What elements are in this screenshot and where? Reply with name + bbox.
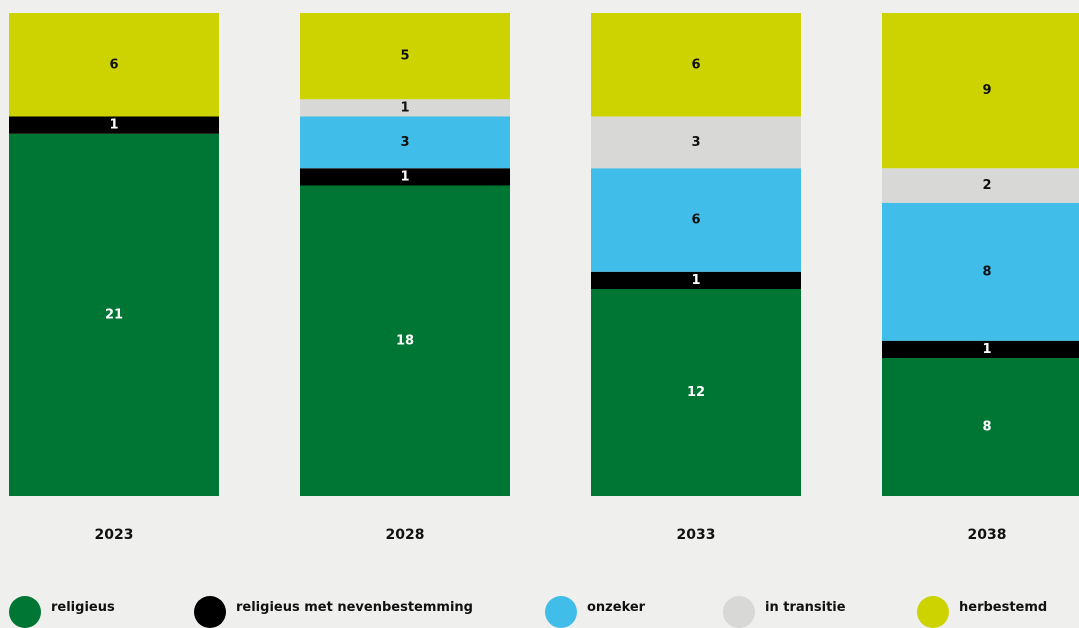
data-label-2033-onzeker: 6 (691, 213, 700, 228)
legend-swatch (723, 596, 755, 628)
legend-item-herbestemd: herbestemd (917, 593, 1048, 628)
bar-segment-2038-onzeker (882, 202, 1079, 341)
data-label-2028-herbestemd: 5 (400, 49, 409, 64)
data-label-2028-onzeker: 3 (400, 135, 409, 150)
bar-segment-2033-onzeker (591, 168, 801, 272)
data-label-2028-in-transitie: 1 (400, 100, 409, 115)
bar-segment-2038-herbestemd (882, 13, 1079, 169)
data-label-2038-onzeker: 8 (982, 264, 991, 279)
bar-segment-2033-religieus-met-nevenbestemming (591, 271, 801, 289)
data-label-2033-in-transitie: 3 (691, 135, 700, 150)
bar-segment-2038-religieus-met-nevenbestemming (882, 340, 1079, 358)
bar-segment-2033-religieus (591, 289, 801, 496)
legend-swatch (545, 596, 577, 628)
bar-segment-2023-religieus-met-nevenbestemming (9, 116, 219, 134)
bar-segment-2023-religieus (9, 133, 219, 496)
legend-swatch (9, 596, 41, 628)
legend-item-religieus: religieus (9, 593, 115, 628)
data-label-2038-religieus-met-nevenbestemming: 1 (982, 342, 991, 357)
bar-segment-2028-religieus-met-nevenbestemming (300, 168, 510, 186)
data-label-2038-herbestemd: 9 (982, 83, 991, 98)
legend: religieus religieus met nevenbestemming on… (9, 593, 1079, 628)
data-label-2033-religieus: 12 (687, 385, 705, 400)
legend-label: herbestemd (959, 599, 1048, 615)
data-label-2033-herbestemd: 6 (691, 57, 700, 72)
data-label-2023-herbestemd: 6 (109, 57, 118, 72)
bar-segment-2038-religieus (882, 358, 1079, 496)
data-label-2028-religieus: 18 (396, 333, 414, 348)
bar-segment-2033-herbestemd (591, 13, 801, 117)
legend-item-onzeker: onzeker (545, 593, 646, 628)
legend-label: onzeker (587, 599, 646, 615)
data-label-2028-religieus-met-nevenbestemming: 1 (400, 169, 409, 184)
bar-segment-2023-herbestemd (9, 13, 219, 117)
legend-label: religieus (51, 599, 115, 615)
data-label-2023-religieus: 21 (105, 307, 123, 322)
legend-item-in-transitie: in transitie (723, 593, 846, 628)
bar-segment-2028-religieus (300, 185, 510, 496)
data-label-2023-religieus-met-nevenbestemming: 1 (109, 118, 118, 133)
x-tick-label-2033: 2033 (677, 527, 716, 543)
x-tick-label-2038: 2038 (968, 527, 1007, 543)
legend-swatch (917, 596, 949, 628)
legend-swatch (194, 596, 226, 628)
bar-segment-2038-in-transitie (882, 168, 1079, 203)
bar-segment-2033-in-transitie (591, 116, 801, 169)
legend-label: in transitie (765, 599, 846, 615)
bar-segment-2028-in-transitie (300, 99, 510, 117)
x-tick-label-2023: 2023 (95, 527, 134, 543)
data-label-2038-religieus: 8 (982, 420, 991, 435)
legend-label: religieus met nevenbestemming (236, 599, 473, 615)
bar-segment-2028-herbestemd (300, 13, 510, 100)
data-label-2038-in-transitie: 2 (982, 178, 991, 193)
legend-item-religieus-met-nevenbestemming: religieus met nevenbestemming (194, 593, 473, 628)
bar-segment-2028-onzeker (300, 116, 510, 169)
x-tick-label-2028: 2028 (386, 527, 425, 543)
data-label-2033-religieus-met-nevenbestemming: 1 (691, 273, 700, 288)
